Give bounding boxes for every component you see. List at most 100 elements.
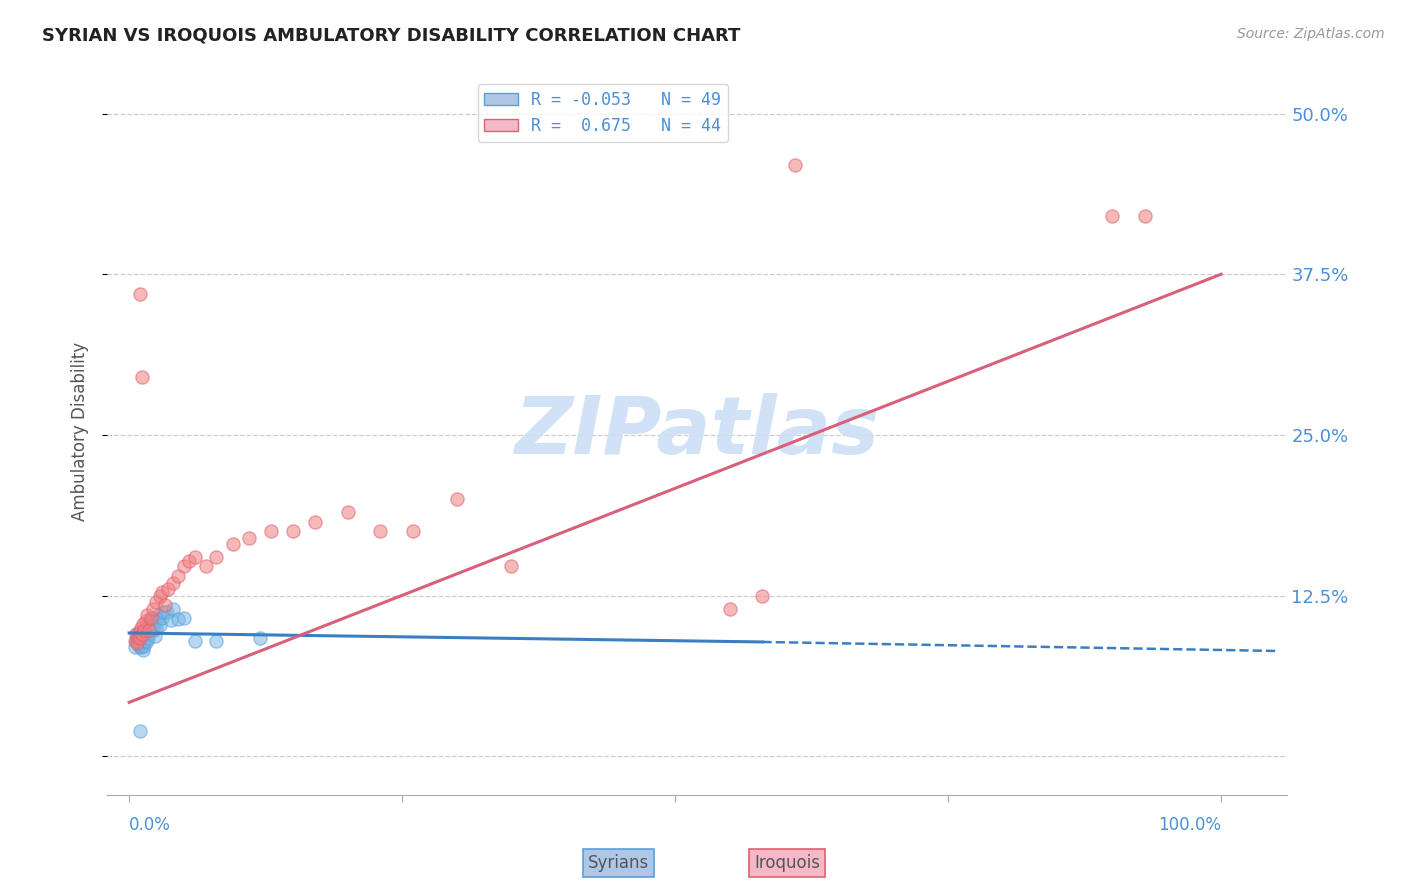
Point xyxy=(149,618,172,632)
Text: 100.0%: 100.0% xyxy=(1159,815,1220,833)
Point xyxy=(205,550,228,565)
Point xyxy=(281,524,304,539)
Point xyxy=(167,569,190,583)
Point xyxy=(134,624,156,638)
Point xyxy=(751,589,773,603)
Point xyxy=(249,631,271,645)
Point xyxy=(148,607,170,622)
Point xyxy=(156,606,179,620)
Point xyxy=(146,613,169,627)
Point xyxy=(173,610,195,624)
Point xyxy=(134,615,156,629)
Point xyxy=(139,615,162,629)
Point xyxy=(124,633,146,648)
Point xyxy=(125,636,148,650)
Point xyxy=(131,370,153,384)
Point xyxy=(134,631,156,645)
Point xyxy=(142,601,165,615)
Point xyxy=(131,639,153,653)
Point xyxy=(150,584,173,599)
Point xyxy=(125,627,148,641)
Text: 0.0%: 0.0% xyxy=(129,815,172,833)
Point xyxy=(127,631,149,645)
Point xyxy=(162,601,184,615)
Point xyxy=(141,624,163,638)
Point xyxy=(138,624,160,638)
Point xyxy=(132,642,155,657)
Point xyxy=(129,640,152,654)
Point xyxy=(153,598,176,612)
Point xyxy=(143,628,166,642)
Point xyxy=(129,621,152,635)
Point xyxy=(127,630,149,644)
Text: SYRIAN VS IROQUOIS AMBULATORY DISABILITY CORRELATION CHART: SYRIAN VS IROQUOIS AMBULATORY DISABILITY… xyxy=(42,27,741,45)
Point xyxy=(129,286,152,301)
Point xyxy=(205,633,228,648)
Point xyxy=(145,621,167,635)
Point xyxy=(446,492,468,507)
Point xyxy=(124,640,146,654)
Point xyxy=(304,516,326,530)
Point xyxy=(134,627,156,641)
Point xyxy=(134,639,156,653)
Point xyxy=(183,550,205,565)
Point xyxy=(501,559,523,574)
Point xyxy=(183,633,205,648)
Point xyxy=(128,638,150,652)
Text: Syrians: Syrians xyxy=(588,855,650,872)
Legend: R = -0.053   N = 49, R =  0.675   N = 44: R = -0.053 N = 49, R = 0.675 N = 44 xyxy=(478,84,727,142)
Point xyxy=(129,640,152,654)
Point xyxy=(143,624,166,638)
Point xyxy=(132,636,155,650)
Point xyxy=(153,606,176,620)
Point xyxy=(125,627,148,641)
Text: ZIPatlas: ZIPatlas xyxy=(515,392,879,471)
Point xyxy=(167,612,190,626)
Point xyxy=(135,633,157,648)
Point xyxy=(131,627,153,641)
Point xyxy=(142,618,165,632)
Point xyxy=(128,630,150,644)
Point xyxy=(139,616,162,631)
Point xyxy=(145,595,167,609)
Point xyxy=(222,537,245,551)
Point xyxy=(368,524,391,539)
Point xyxy=(179,554,201,568)
Point xyxy=(1133,210,1156,224)
Point xyxy=(128,624,150,639)
Point xyxy=(1101,210,1123,224)
Point xyxy=(162,575,184,590)
Point xyxy=(129,631,152,645)
Point xyxy=(238,531,260,545)
Point xyxy=(159,613,181,627)
Point xyxy=(134,624,156,639)
Point xyxy=(138,621,160,635)
Point xyxy=(138,626,160,640)
Y-axis label: Ambulatory Disability: Ambulatory Disability xyxy=(72,343,89,521)
Point xyxy=(173,559,195,574)
Point xyxy=(785,158,807,172)
Point xyxy=(131,630,153,644)
Point xyxy=(129,631,152,645)
Text: Iroquois: Iroquois xyxy=(755,855,820,872)
Point xyxy=(125,633,148,648)
Point xyxy=(149,589,172,603)
Text: Source: ZipAtlas.com: Source: ZipAtlas.com xyxy=(1237,27,1385,41)
Point xyxy=(142,610,165,624)
Point xyxy=(150,610,173,624)
Point xyxy=(132,616,155,631)
Point xyxy=(129,633,152,648)
Point xyxy=(127,636,149,650)
Point xyxy=(157,582,180,597)
Point xyxy=(135,607,157,622)
Point xyxy=(139,610,162,624)
Point xyxy=(718,601,741,615)
Point xyxy=(136,631,159,645)
Point xyxy=(129,636,152,650)
Point xyxy=(125,633,148,648)
Point xyxy=(336,505,359,519)
Point xyxy=(194,559,217,574)
Point xyxy=(129,723,152,738)
Point xyxy=(260,524,283,539)
Point xyxy=(402,524,425,539)
